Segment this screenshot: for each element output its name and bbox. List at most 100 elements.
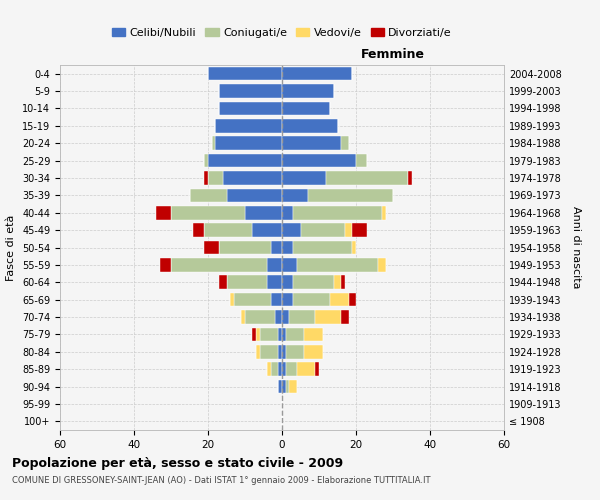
Bar — [286, 362, 297, 376]
Bar — [278, 380, 282, 394]
Bar — [223, 171, 282, 185]
Bar — [334, 276, 341, 289]
Bar — [193, 224, 204, 237]
Bar — [282, 293, 293, 306]
Bar — [286, 380, 289, 394]
Bar — [282, 206, 293, 220]
Bar — [282, 380, 286, 394]
Bar — [345, 224, 352, 237]
Bar — [267, 276, 282, 289]
Bar — [260, 328, 278, 341]
Bar — [271, 240, 282, 254]
Bar — [282, 224, 301, 237]
Bar — [278, 362, 282, 376]
Bar — [301, 224, 345, 237]
Bar — [219, 84, 282, 98]
Bar — [282, 102, 330, 115]
Bar — [304, 328, 323, 341]
Bar — [219, 102, 282, 115]
Bar — [341, 276, 345, 289]
Bar — [282, 136, 341, 150]
Bar — [204, 154, 208, 168]
Bar — [190, 188, 227, 202]
Bar — [241, 310, 245, 324]
Bar — [204, 240, 219, 254]
Bar — [297, 362, 316, 376]
Bar — [234, 293, 271, 306]
Bar — [293, 276, 334, 289]
Bar — [282, 328, 286, 341]
Bar — [160, 258, 171, 272]
Bar — [316, 362, 319, 376]
Bar — [293, 293, 330, 306]
Bar — [286, 345, 304, 358]
Bar — [282, 240, 293, 254]
Bar — [282, 276, 293, 289]
Bar — [282, 188, 308, 202]
Y-axis label: Anni di nascita: Anni di nascita — [571, 206, 581, 289]
Bar — [278, 345, 282, 358]
Bar — [408, 171, 412, 185]
Bar — [256, 345, 260, 358]
Bar — [227, 188, 282, 202]
Bar — [308, 188, 393, 202]
Bar — [293, 240, 352, 254]
Bar — [282, 171, 326, 185]
Bar — [352, 240, 356, 254]
Bar — [267, 258, 282, 272]
Bar — [341, 136, 349, 150]
Bar — [204, 224, 253, 237]
Bar — [204, 171, 208, 185]
Bar — [253, 224, 282, 237]
Bar — [245, 310, 275, 324]
Y-axis label: Fasce di età: Fasce di età — [7, 214, 16, 280]
Bar — [282, 258, 297, 272]
Bar — [341, 310, 349, 324]
Bar — [253, 328, 256, 341]
Bar — [278, 328, 282, 341]
Bar — [289, 310, 316, 324]
Bar — [316, 310, 341, 324]
Bar — [219, 276, 227, 289]
Bar — [352, 224, 367, 237]
Bar — [356, 154, 367, 168]
Text: Popolazione per età, sesso e stato civile - 2009: Popolazione per età, sesso e stato civil… — [12, 458, 343, 470]
Bar — [171, 206, 245, 220]
Bar — [260, 345, 278, 358]
Text: Femmine: Femmine — [361, 48, 425, 62]
Bar — [282, 84, 334, 98]
Bar — [282, 310, 289, 324]
Bar — [330, 293, 349, 306]
Bar — [215, 119, 282, 132]
Legend: Celibi/Nubili, Coniugati/e, Vedovi/e, Divorziati/e: Celibi/Nubili, Coniugati/e, Vedovi/e, Di… — [107, 23, 457, 42]
Bar — [349, 293, 356, 306]
Bar — [304, 345, 323, 358]
Bar — [378, 258, 386, 272]
Bar — [282, 119, 337, 132]
Bar — [382, 206, 386, 220]
Bar — [286, 328, 304, 341]
Bar — [227, 276, 267, 289]
Bar — [256, 328, 260, 341]
Bar — [326, 171, 408, 185]
Bar — [212, 136, 215, 150]
Bar — [208, 154, 282, 168]
Bar — [156, 206, 171, 220]
Bar — [282, 362, 286, 376]
Text: COMUNE DI GRESSONEY-SAINT-JEAN (AO) - Dati ISTAT 1° gennaio 2009 - Elaborazione : COMUNE DI GRESSONEY-SAINT-JEAN (AO) - Da… — [12, 476, 431, 485]
Bar — [208, 67, 282, 80]
Bar — [282, 67, 352, 80]
Bar — [267, 362, 271, 376]
Bar — [215, 136, 282, 150]
Bar — [271, 362, 278, 376]
Bar — [275, 310, 282, 324]
Bar — [208, 171, 223, 185]
Bar — [297, 258, 378, 272]
Bar — [271, 293, 282, 306]
Bar — [219, 240, 271, 254]
Bar — [289, 380, 297, 394]
Bar — [171, 258, 267, 272]
Bar — [230, 293, 234, 306]
Bar — [293, 206, 382, 220]
Bar — [245, 206, 282, 220]
